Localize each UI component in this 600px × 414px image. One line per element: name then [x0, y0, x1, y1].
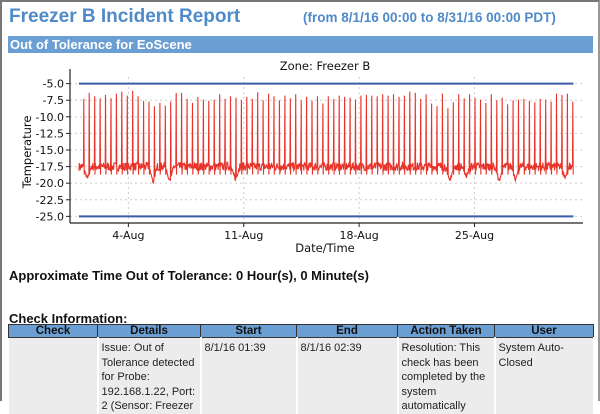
col-user: User — [494, 324, 594, 338]
x-tick-label: 25-Aug — [455, 229, 494, 242]
col-start: Start — [200, 324, 297, 338]
y-axis-label: Temperature — [20, 116, 34, 190]
cell-end: 8/1/16 02:39 — [296, 337, 399, 414]
temperature-series-line — [78, 90, 574, 185]
check-information-heading: Check Information: — [9, 311, 128, 326]
cell-check — [8, 337, 99, 414]
y-tick-label: -22.5 — [36, 194, 64, 207]
x-tick-label: 4-Aug — [112, 229, 144, 242]
report-date-range: (from 8/1/16 00:00 to 8/31/16 00:00 PDT) — [303, 10, 556, 25]
y-tick-label: -12.5 — [36, 127, 64, 140]
cell-action-taken: Resolution: This check has been complete… — [397, 337, 496, 414]
col-end: End — [296, 324, 398, 338]
time-out-of-tolerance: Approximate Time Out of Tolerance: 0 Hou… — [9, 268, 369, 283]
cell-user: System Auto-Closed — [494, 337, 595, 414]
chart-title: Zone: Freezer B — [280, 59, 371, 73]
section-banner: Out of Tolerance for EoScene — [8, 36, 593, 53]
y-tick-label: -25.0 — [36, 210, 64, 223]
cell-details: Issue: Out of Tolerance detected for Pro… — [97, 337, 202, 414]
table-row: Issue: Out of Tolerance detected for Pro… — [8, 337, 595, 414]
y-tick-label: -5.0 — [43, 78, 64, 91]
table-header-row: Check Details Start End Action Taken Use… — [8, 324, 594, 338]
temperature-chart: Zone: Freezer B Date/Time Temperature -5… — [20, 59, 583, 255]
report-title: Freezer B Incident Report — [9, 6, 241, 27]
y-tick-label: -10.0 — [36, 111, 64, 124]
y-tick-label: -15.0 — [36, 144, 64, 157]
y-tick-label: -20.0 — [36, 177, 64, 190]
x-axis-label: Date/Time — [295, 241, 355, 255]
page-frame — [0, 0, 600, 401]
x-tick-label: 11-Aug — [224, 229, 263, 242]
col-action-taken: Action Taken — [397, 324, 495, 338]
y-tick-label: -7.5 — [43, 94, 64, 107]
x-tick-label: 18-Aug — [340, 229, 379, 242]
col-check: Check — [8, 324, 98, 338]
check-table: Check Details Start End Action Taken Use… — [8, 324, 595, 414]
col-details: Details — [97, 324, 201, 338]
cell-start: 8/1/16 01:39 — [200, 337, 298, 414]
y-tick-label: -17.5 — [36, 161, 64, 174]
